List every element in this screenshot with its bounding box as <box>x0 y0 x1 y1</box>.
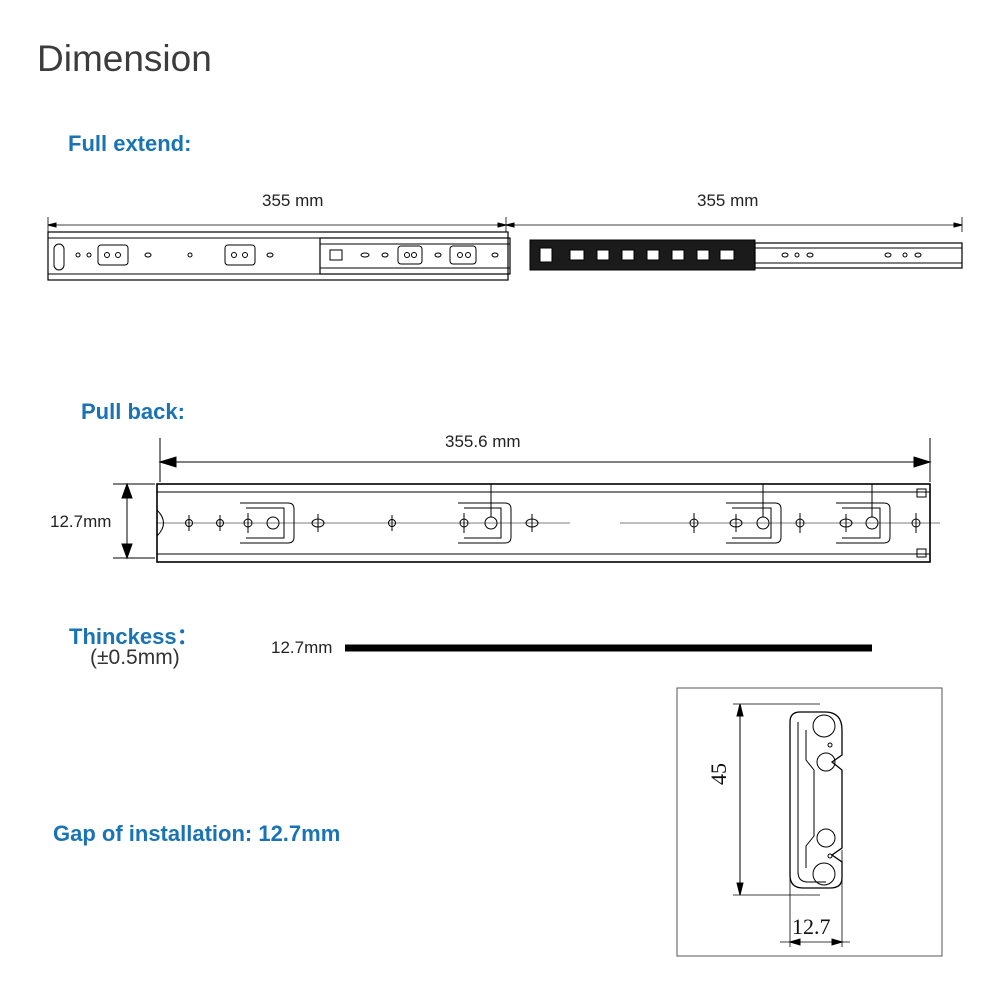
page-title: Dimension <box>37 38 212 79</box>
full-extend-drawing <box>47 217 963 281</box>
thickness-tolerance: (±0.5mm) <box>90 646 180 669</box>
pull-back-drawing <box>113 438 940 563</box>
pull-back-height: 12.7mm <box>50 512 112 531</box>
thickness-value: 12.7mm <box>271 638 333 657</box>
pull-back-heading: Pull back: <box>81 399 185 424</box>
full-extend-right-length: 355 mm <box>697 191 759 210</box>
full-extend-heading: Full extend: <box>68 131 192 156</box>
full-extend-left-length: 355 mm <box>262 191 324 210</box>
cross-section-height: 45 <box>706 763 731 785</box>
gap-of-installation: Gap of installation: 12.7mm <box>53 821 341 846</box>
thickness-heading: Thinckess： <box>69 624 199 649</box>
pull-back-length: 355.6 mm <box>445 432 521 451</box>
cross-section-drawing <box>676 687 943 957</box>
cross-section-width: 12.7 <box>792 914 831 939</box>
